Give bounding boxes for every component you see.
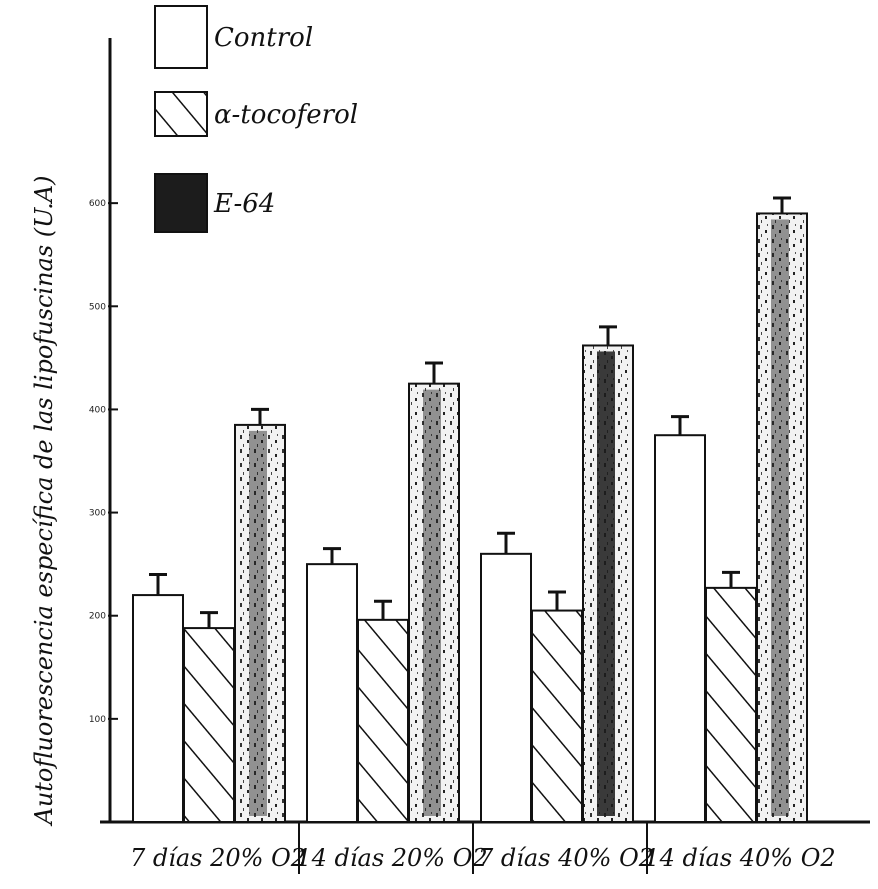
y-tick-label: 400: [89, 405, 106, 415]
x-category-label: 14 días 40% O2: [644, 844, 835, 872]
legend-label-control: Control: [214, 23, 313, 53]
legend-swatch-control: [154, 5, 208, 69]
y-tick-label: 300: [89, 509, 106, 519]
bar-tocoferol-4: [705, 586, 757, 824]
legend: Control α-tocoferol E-64: [154, 5, 358, 233]
y-tick-label: 500: [89, 302, 106, 312]
y-tick-label: 100: [89, 715, 106, 725]
x-category-label: 7 días 20% O2: [130, 844, 306, 872]
y-tick-label: 600: [89, 199, 106, 209]
legend-swatch-tocoferol: [154, 91, 208, 137]
x-category-label: 7 días 40% O2: [478, 844, 654, 872]
y-ticks: 100 200 300 400 500 600: [89, 199, 118, 725]
bar-e64-shade-4: [771, 219, 789, 816]
bars-group: [132, 196, 808, 824]
x-category-label: 14 días 20% O2: [296, 844, 487, 872]
bar-control-2: [306, 563, 358, 824]
bar-e64-shade-1: [249, 430, 267, 816]
bar-e64-shade-2: [423, 389, 441, 816]
bar-control-4: [654, 434, 706, 823]
bar-tocoferol-2: [357, 618, 409, 824]
bar-tocoferol-3: [531, 609, 583, 823]
bar-control-1: [132, 594, 184, 823]
bar-tocoferol-1: [183, 627, 235, 823]
legend-swatch-e64: [154, 173, 208, 233]
legend-label-e64: E-64: [213, 189, 275, 219]
y-tick-label: 200: [89, 612, 106, 622]
legend-label-tocoferol: α-tocoferol: [214, 100, 358, 130]
bar-e64-2: [408, 382, 460, 823]
bar-e64-shade-3: [597, 351, 615, 816]
bar-e64-1: [234, 423, 286, 823]
y-axis-label: Autofluorescencia específica de las lipo…: [30, 175, 58, 826]
bar-control-3: [480, 552, 532, 823]
